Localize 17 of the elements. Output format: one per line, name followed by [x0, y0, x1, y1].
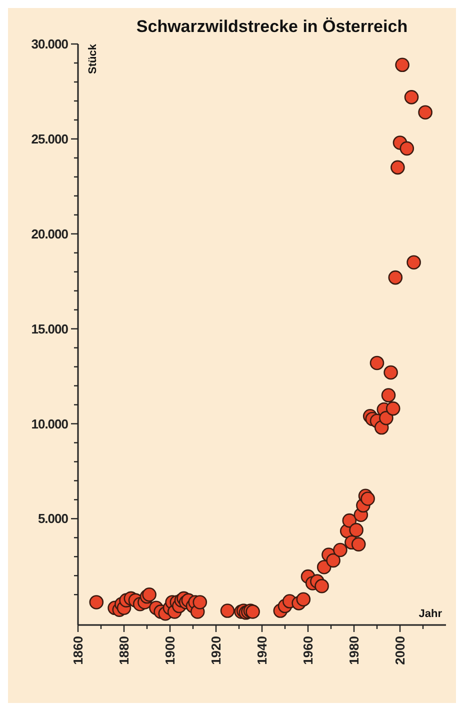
y-tick-label: 5.000	[38, 511, 68, 526]
x-axis-title: Jahr	[418, 608, 443, 620]
y-tick-label: 20.000	[31, 226, 68, 242]
y-axis-title: Stück	[86, 43, 99, 74]
x-tick-label: 2000	[392, 636, 408, 665]
chart-title: Schwarzwildstrecke in Österreich	[136, 17, 408, 36]
x-tick-label: 1960	[300, 636, 316, 665]
y-tick-label: 30.000	[31, 36, 68, 52]
y-tick-label: 10.000	[31, 416, 68, 432]
y-tick-label: 25.000	[31, 131, 68, 146]
y-tick-label: 15.000	[31, 321, 68, 336]
x-tick-label: 1920	[208, 636, 224, 665]
x-tick-label: 1900	[162, 636, 178, 665]
x-tick-label: 1880	[116, 636, 132, 665]
x-tick-label: 1940	[254, 636, 270, 665]
x-tick-label: 1980	[346, 636, 362, 665]
x-tick-label: 1860	[70, 636, 86, 665]
